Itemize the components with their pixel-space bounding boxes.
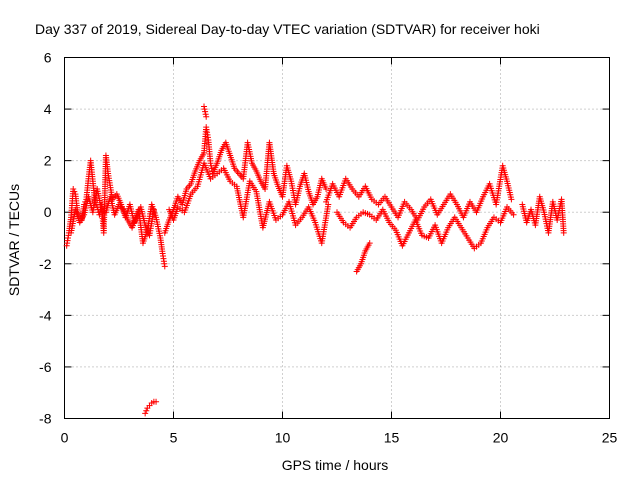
grid xyxy=(64,57,610,419)
chart-title: Day 337 of 2019, Sidereal Day-to-day VTE… xyxy=(35,21,540,37)
data-point xyxy=(366,240,373,247)
data-points xyxy=(63,103,567,417)
data-point xyxy=(71,188,78,195)
data-point xyxy=(201,103,208,110)
x-tick-label: 0 xyxy=(61,430,69,446)
data-point xyxy=(510,211,517,218)
x-tick-label: 10 xyxy=(275,430,291,446)
data-point xyxy=(208,162,215,169)
x-tick-label: 20 xyxy=(493,430,509,446)
data-point xyxy=(202,111,209,118)
y-tick-label: 4 xyxy=(44,101,52,117)
data-point xyxy=(202,108,209,115)
plot-frame xyxy=(64,57,610,419)
x-tick-label: 5 xyxy=(170,430,178,446)
data-point xyxy=(208,165,215,172)
y-axis-label: SDTVAR / TECUs xyxy=(6,184,22,296)
y-tick-label: -4 xyxy=(39,307,52,323)
y-tick-label: -8 xyxy=(39,411,52,427)
data-point xyxy=(70,186,77,193)
data-point xyxy=(150,206,157,213)
y-tick-label: 2 xyxy=(44,153,52,169)
y-tick-label: 6 xyxy=(44,50,52,66)
data-point xyxy=(153,398,160,405)
data-point xyxy=(508,196,515,203)
data-point xyxy=(142,410,149,417)
x-axis-label: GPS time / hours xyxy=(282,457,389,473)
data-point xyxy=(323,186,330,193)
axis-tick-labels: 0 5 10 15 20 25 -8 -6 -4 -2 0 2 4 6 xyxy=(39,50,617,446)
data-point xyxy=(161,263,168,270)
y-tick-label: -6 xyxy=(39,359,52,375)
x-tick-label: 25 xyxy=(602,430,618,446)
x-tick-label: 15 xyxy=(384,430,400,446)
data-point xyxy=(201,106,208,113)
data-point xyxy=(207,160,214,167)
data-point xyxy=(560,229,567,236)
y-tick-label: -2 xyxy=(39,256,52,272)
axis-ticks xyxy=(64,57,610,419)
data-point xyxy=(203,113,210,120)
data-point xyxy=(143,407,150,414)
y-tick-label: 0 xyxy=(44,204,52,220)
